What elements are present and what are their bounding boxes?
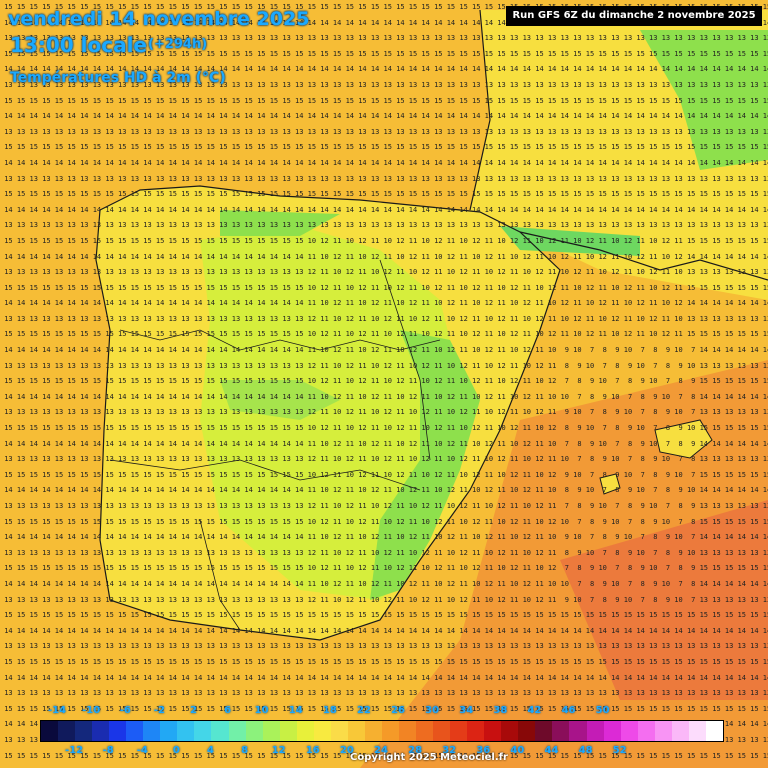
legend-label-lower: 4 [207, 745, 214, 756]
legend-swatch [654, 721, 672, 741]
legend-swatch [603, 721, 621, 741]
forecast-time: 13:00 locale [10, 33, 147, 57]
legend-label-upper: -6 [119, 705, 131, 716]
legend-swatch [620, 721, 638, 741]
copyright-text: Copyright 2025 Meteociel.fr [350, 752, 508, 763]
legend-swatch [484, 721, 502, 741]
legend-label-lower: 40 [510, 745, 525, 756]
legend-swatch [92, 721, 110, 741]
legend-swatch [518, 721, 536, 741]
legend-swatch [501, 721, 519, 741]
legend-label-upper: 6 [224, 705, 232, 716]
legend-swatch [313, 721, 331, 741]
legend-swatch [160, 721, 178, 741]
legend-swatch [177, 721, 195, 741]
legend-swatch [586, 721, 604, 741]
run-info: Run GFS 6Z du dimanche 2 novembre 2025 [506, 6, 762, 26]
forecast-date: vendredi 14 novembre 2025 [8, 8, 310, 30]
legend-swatch [552, 721, 570, 741]
legend-label-lower: 52 [612, 745, 627, 756]
color-scale-legend [40, 720, 724, 742]
legend-swatch [41, 721, 59, 741]
legend-label-upper: 26 [391, 705, 406, 716]
legend-label-upper: 18 [322, 705, 337, 716]
legend-label-upper: 34 [459, 705, 474, 716]
legend-label-upper: 14 [288, 705, 303, 716]
legend-label-upper: 46 [561, 705, 576, 716]
legend-label-lower: 0 [172, 745, 180, 756]
forecast-offset: (+294h) [148, 37, 208, 52]
legend-swatch [296, 721, 314, 741]
legend-label-upper: 38 [493, 705, 508, 716]
legend-label-upper: -10 [82, 705, 101, 716]
legend-swatch [381, 721, 399, 741]
legend-swatch [279, 721, 297, 741]
legend-label-lower: 16 [305, 745, 320, 756]
legend-swatch [262, 721, 280, 741]
legend-swatch [109, 721, 127, 741]
legend-label-lower: 32 [442, 745, 457, 756]
legend-label-upper: 50 [595, 705, 610, 716]
legend-label-lower: 48 [578, 745, 593, 756]
legend-label-upper: 2 [189, 705, 197, 716]
legend-label-upper: 30 [425, 705, 440, 716]
legend-swatch [467, 721, 485, 741]
legend-swatch [126, 721, 144, 741]
legend-swatch [433, 721, 451, 741]
legend-swatch [330, 721, 348, 741]
legend-swatch [450, 721, 468, 741]
legend-swatch [637, 721, 655, 741]
variable-title: Températures HD à 2m (°C) [10, 70, 226, 86]
legend-label-lower: 20 [339, 745, 354, 756]
legend-swatch [194, 721, 212, 741]
legend-swatch [211, 721, 229, 741]
legend-swatch [143, 721, 161, 741]
legend-label-lower: 44 [544, 745, 559, 756]
legend-label-lower: -4 [136, 745, 148, 756]
legend-label-lower: 12 [271, 745, 286, 756]
legend-swatch [398, 721, 417, 741]
legend-swatch [364, 721, 382, 741]
legend-swatch [347, 721, 365, 741]
legend-label-upper: -14 [48, 705, 67, 716]
legend-label-lower: 8 [241, 745, 249, 756]
legend-swatch [705, 721, 723, 741]
legend-label-upper: 10 [254, 705, 269, 716]
legend-swatch [569, 721, 587, 741]
legend-label-lower: -8 [102, 745, 114, 756]
legend-swatch [75, 721, 93, 741]
legend-swatch [228, 721, 246, 741]
legend-swatch [688, 721, 706, 741]
legend-label-lower: -12 [65, 745, 84, 756]
legend-label-lower: 36 [476, 745, 491, 756]
legend-swatch [58, 721, 76, 741]
legend-label-lower: 28 [408, 745, 423, 756]
legend-label-upper: 22 [356, 705, 371, 716]
legend-label-upper: -2 [153, 705, 165, 716]
legend-label-lower: 24 [374, 745, 388, 756]
legend-swatch [671, 721, 689, 741]
legend-swatch [535, 721, 553, 741]
legend-swatch [245, 721, 263, 741]
legend-label-upper: 42 [527, 705, 542, 716]
legend-swatch [416, 721, 434, 741]
